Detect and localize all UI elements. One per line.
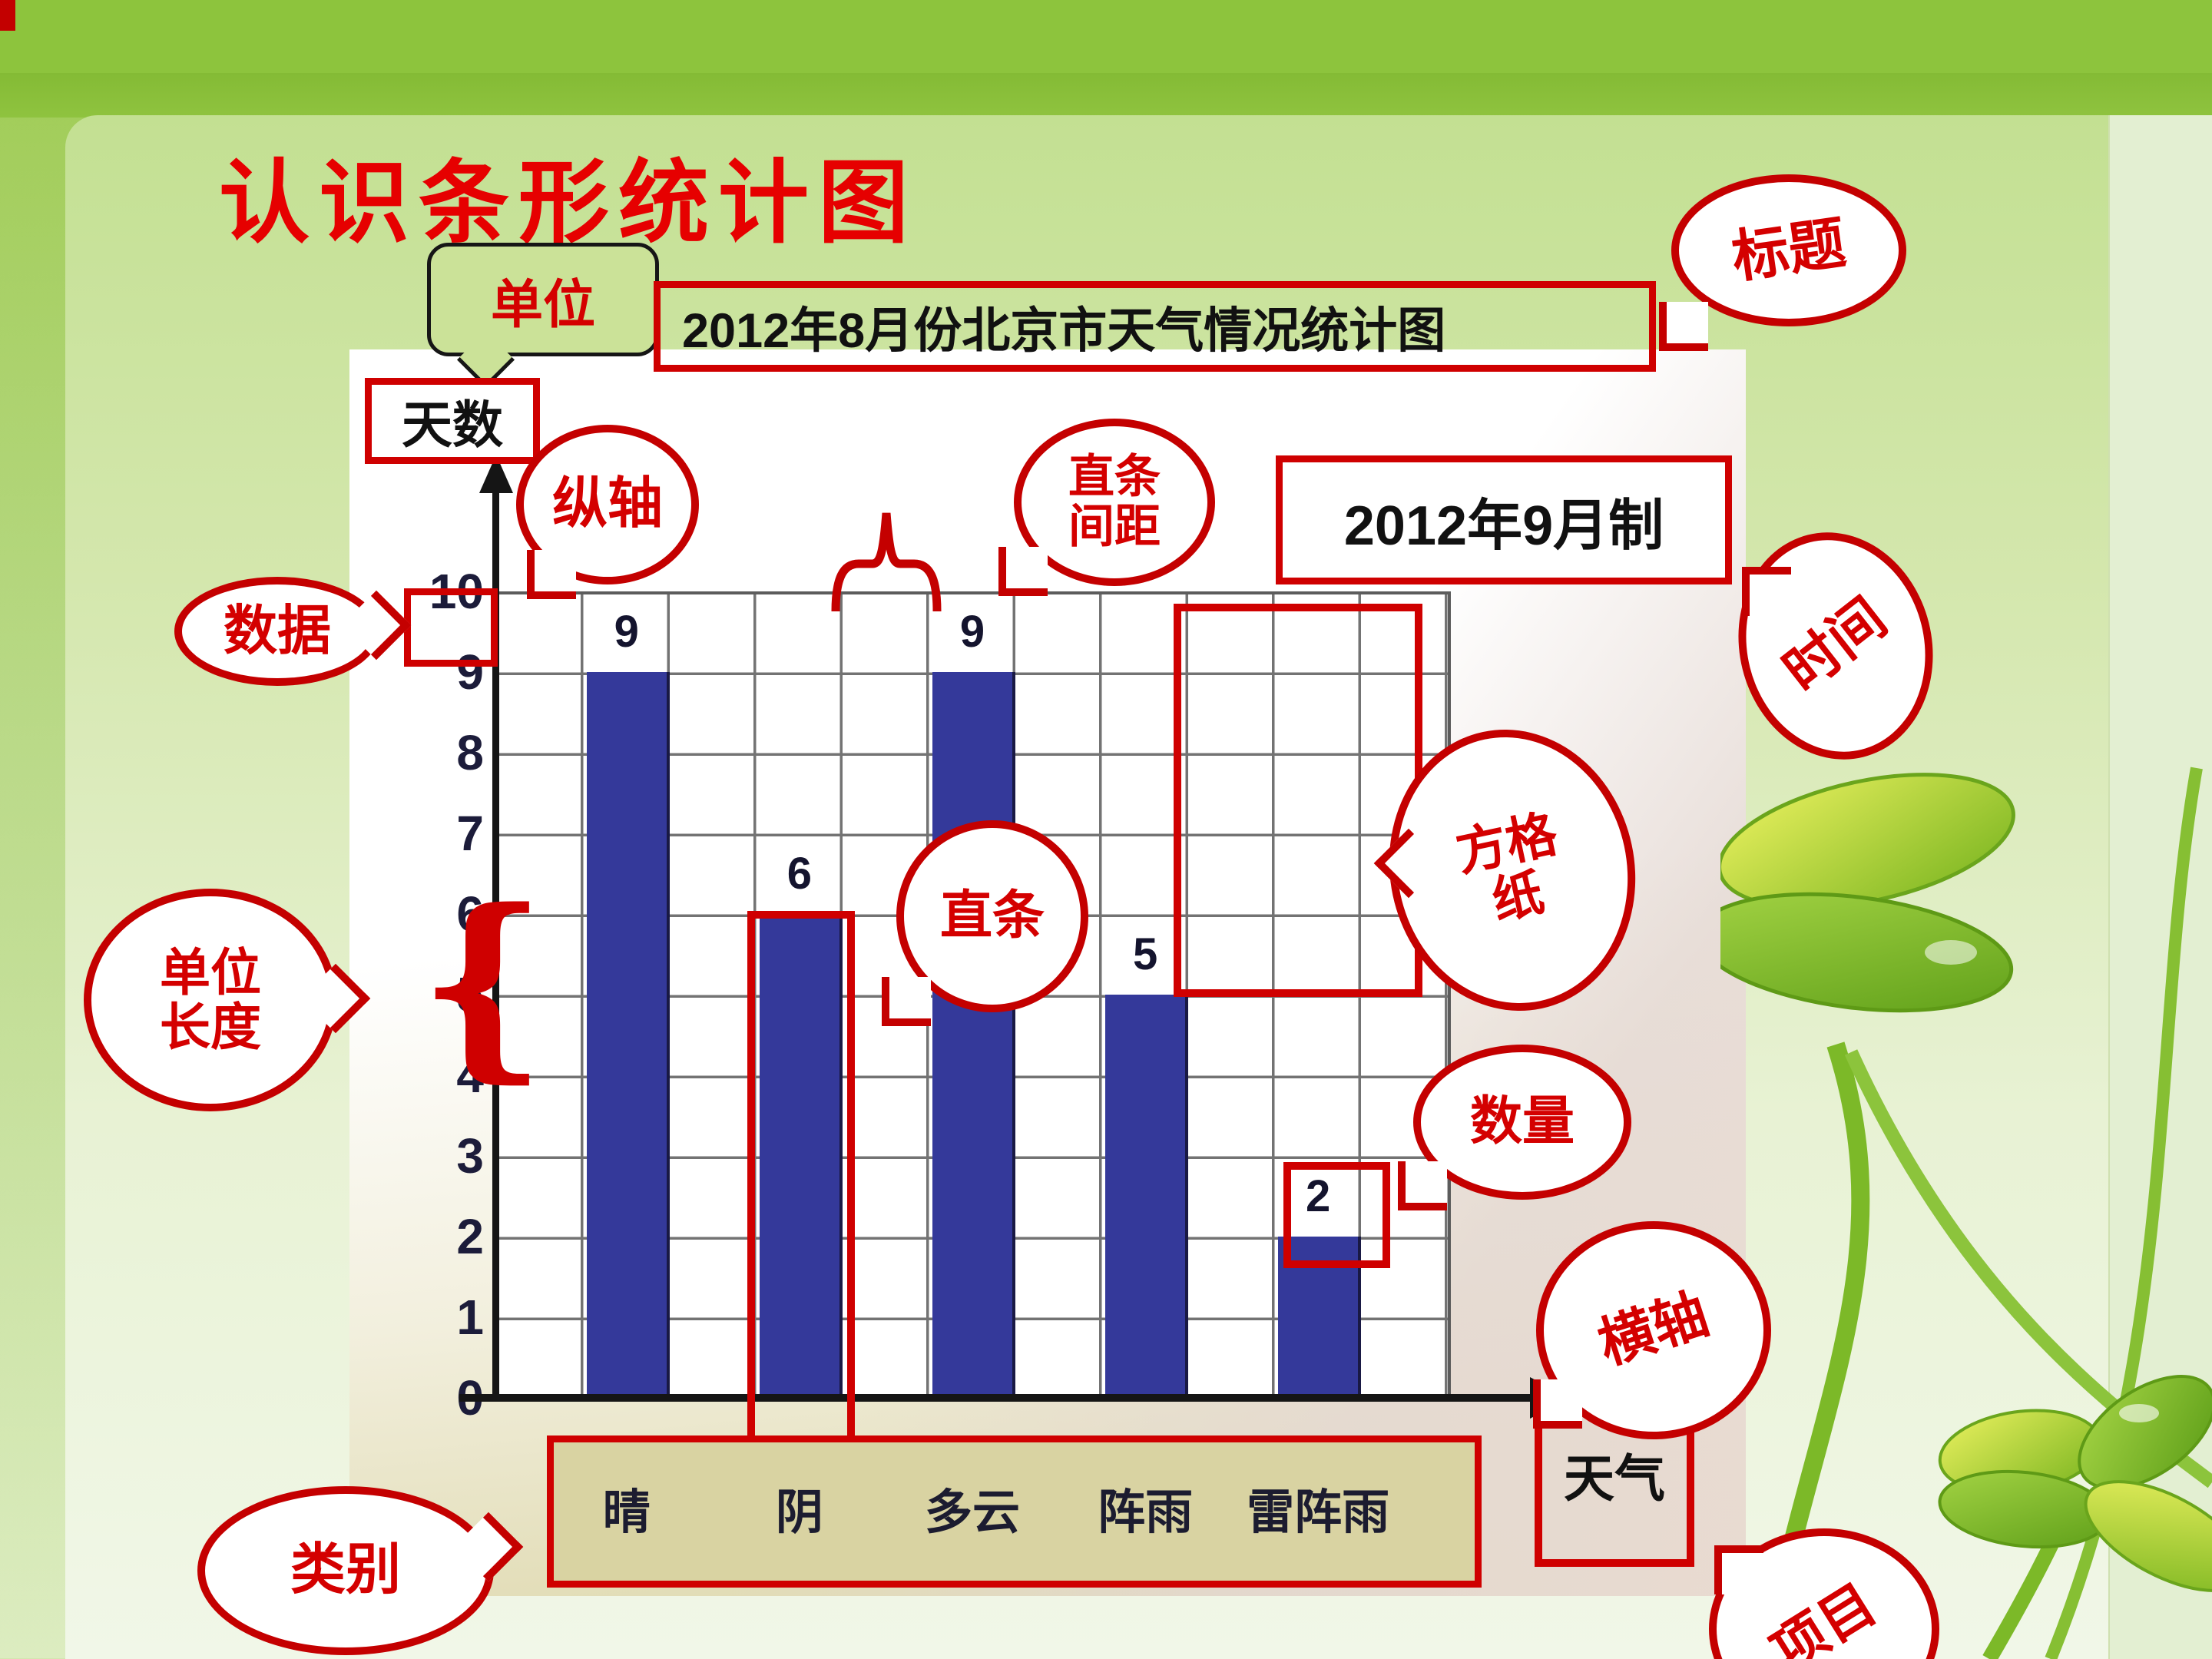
category-labels-box xyxy=(547,1435,1482,1588)
x-category-label: 雷阵雨 xyxy=(1247,1486,1390,1539)
callout-bar-spacing-line1: 直条 xyxy=(1068,451,1161,503)
chart-date-label: 2012年9月制 xyxy=(1343,495,1664,557)
bar-value-label: 9 xyxy=(614,607,639,657)
callout-time-tail-icon xyxy=(1742,567,1791,616)
callout-bar-label: 直条 xyxy=(939,886,1045,945)
chart-date-box: 2012年9月制 xyxy=(1276,455,1732,584)
bar xyxy=(759,914,843,1394)
bar-highlight-box xyxy=(747,911,855,1453)
unit-label: 单位 xyxy=(490,275,595,334)
top-green-band-edge xyxy=(0,73,2212,118)
bar-value-label: 2 xyxy=(1306,1171,1331,1221)
plant-decoration xyxy=(1720,767,2212,1659)
callout-grid-paper-line2: 纸 xyxy=(1487,863,1549,930)
callout-quantity: 数量 xyxy=(1413,1045,1631,1200)
callout-title: 标题 xyxy=(1671,174,1906,326)
callout-title-label: 标题 xyxy=(1727,210,1849,290)
callout-horizontal-axis-label: 横轴 xyxy=(1591,1283,1716,1376)
bar-value-label: 5 xyxy=(1132,929,1158,979)
y-tick-label: 2 xyxy=(456,1209,484,1264)
callout-title-tail-icon xyxy=(1659,302,1708,351)
unit-label-box: 单位 xyxy=(427,243,659,356)
x-axis-title: 天气 xyxy=(1564,1450,1665,1507)
y-tick-label: 1 xyxy=(456,1290,484,1345)
callout-bar: 直条 xyxy=(896,820,1088,1012)
x-category-label: 多云 xyxy=(924,1486,1020,1539)
bar xyxy=(586,672,670,1394)
gridpaper-highlight-box xyxy=(1174,604,1422,997)
x-category-label: 阵雨 xyxy=(1098,1486,1194,1539)
top-green-band xyxy=(0,0,2212,73)
data-highlight-box xyxy=(404,588,498,667)
callout-quantity-label: 数量 xyxy=(1469,1092,1575,1151)
y-tick-label: 4 xyxy=(456,1048,484,1103)
y-tick-label: 8 xyxy=(456,725,484,780)
y-axis-unit-box: 天数 xyxy=(365,378,540,464)
bar-value-label: 6 xyxy=(786,849,813,899)
callout-unit-length-line1: 单位 xyxy=(160,943,261,1001)
callout-horizontal-axis-tail-icon xyxy=(1533,1379,1582,1429)
callout-vertical-axis-label: 纵轴 xyxy=(551,473,663,535)
callout-unit-length-line2: 长度 xyxy=(160,998,261,1055)
y-axis-unit-label: 天数 xyxy=(402,396,503,453)
chart-title-box: 2012年8月份北京市天气情况统计图 xyxy=(654,281,1656,372)
bar-value-label: 9 xyxy=(959,607,985,657)
callout-item-tail-icon xyxy=(1714,1545,1763,1594)
page-title: 认识条形统计图 xyxy=(219,149,919,256)
bar xyxy=(932,672,1015,1394)
y-tick-label: 7 xyxy=(456,806,484,861)
bar xyxy=(1105,995,1189,1394)
callout-bar-spacing-tail-icon xyxy=(998,547,1048,596)
callout-time-label: 时间 xyxy=(1773,587,1898,704)
callout-bar-spacing-line2: 间距 xyxy=(1068,501,1161,552)
y-tick-label: 5 xyxy=(456,967,484,1022)
y-tick-label: 6 xyxy=(456,886,484,942)
callout-category-label: 类别 xyxy=(290,1539,401,1601)
chart-title: 2012年8月份北京市天气情况统计图 xyxy=(682,303,1446,358)
callout-data: 数据 xyxy=(174,577,380,686)
y-tick-label: 3 xyxy=(456,1128,484,1184)
bar-spacing-brace-icon xyxy=(831,512,942,612)
x-axis-line xyxy=(459,1394,1535,1402)
x-category-label: 阴 xyxy=(775,1486,823,1539)
y-tick-label: 9 xyxy=(456,644,484,700)
y-axis-line xyxy=(492,492,499,1402)
callout-item-label: 项目 xyxy=(1760,1573,1887,1659)
x-category-label: 晴 xyxy=(602,1486,651,1539)
callout-category: 类别 xyxy=(197,1486,494,1655)
callout-quantity-tail-icon xyxy=(1398,1161,1447,1210)
callout-data-label: 数据 xyxy=(224,601,331,661)
callout-bar-tail-icon xyxy=(882,977,931,1026)
quantity-highlight-box xyxy=(1283,1162,1390,1268)
unit-length-brace-icon: { xyxy=(419,866,548,1101)
callout-vertical-axis-tail-icon xyxy=(527,550,576,599)
corner-red-sliver xyxy=(0,0,15,31)
callout-unit-length: 单位 长度 xyxy=(84,889,337,1111)
